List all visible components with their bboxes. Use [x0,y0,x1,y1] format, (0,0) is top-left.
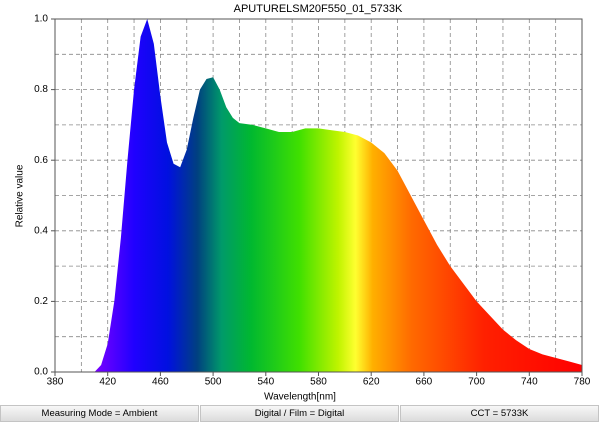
x-axis-label: Wavelength[nm] [264,392,336,403]
y-tick-label: 0.6 [34,155,48,166]
status-bar: Measuring Mode = Ambient Digital / Film … [0,405,600,422]
plot [94,19,583,372]
x-tick-label: 740 [521,377,538,388]
y-tick-label: 0.4 [34,225,48,236]
y-axis-label: Relative value [15,164,26,227]
status-cell: Digital / Film = Digital [200,405,399,422]
x-tick-label: 420 [99,377,116,388]
x-tick-label: 580 [310,377,327,388]
y-tick-label: 0.2 [34,296,48,307]
spectrum-area [94,19,583,372]
x-tick-label: 460 [152,377,169,388]
y-tick-label: 0.8 [34,84,48,95]
x-tick-label: 620 [363,377,380,388]
chart: APUTURELSM20F550_01_5733K Wavelength[nm]… [15,3,591,403]
status-cell: Measuring Mode = Ambient [0,405,199,422]
chart-title: APUTURELSM20F550_01_5733K [234,3,403,15]
x-tick-label: 780 [574,377,591,388]
status-cell: CCT = 5733K [400,405,599,422]
x-tick-label: 660 [416,377,433,388]
y-tick-label: 1.0 [34,14,48,25]
y-tick-label: 0.0 [34,367,48,378]
x-tick-label: 700 [468,377,485,388]
x-tick-label: 380 [47,377,64,388]
axes: 380 420 460 500 540 580 620 660 700 740 780 0.0 0.2 0… [34,14,591,388]
x-tick-label: 500 [205,377,222,388]
x-tick-label: 540 [257,377,274,388]
